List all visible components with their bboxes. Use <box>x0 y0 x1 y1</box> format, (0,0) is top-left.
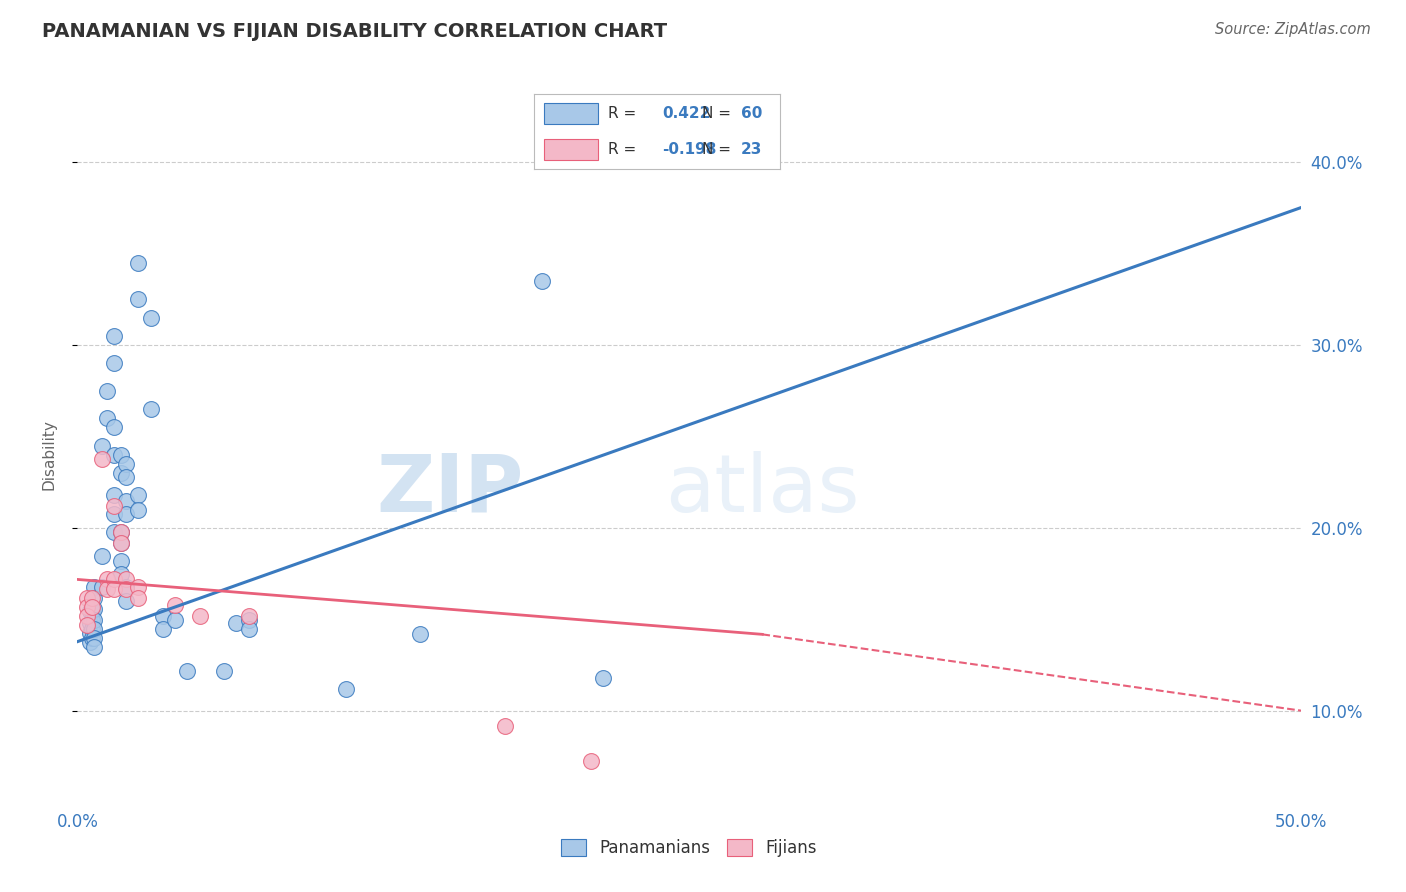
Point <box>110 524 132 539</box>
Point <box>409 627 432 641</box>
FancyBboxPatch shape <box>544 103 599 124</box>
Point <box>495 719 517 733</box>
Point <box>96 384 118 398</box>
Point <box>115 457 138 471</box>
Point <box>176 664 198 678</box>
Point <box>80 599 103 614</box>
Point <box>128 293 150 307</box>
Point <box>103 573 125 587</box>
Point <box>128 591 150 605</box>
Point <box>128 580 150 594</box>
Point <box>115 594 138 608</box>
Point <box>83 622 105 636</box>
Point <box>103 582 125 596</box>
Point <box>110 536 132 550</box>
Text: Source: ZipAtlas.com: Source: ZipAtlas.com <box>1215 22 1371 37</box>
Point <box>83 601 105 615</box>
Point <box>115 470 138 484</box>
Point <box>80 603 103 617</box>
Point <box>90 439 112 453</box>
Point <box>128 255 150 269</box>
Text: N =: N = <box>702 142 731 157</box>
Point <box>79 616 101 631</box>
Text: -0.198: -0.198 <box>662 142 717 157</box>
Point <box>115 507 138 521</box>
Point <box>152 609 174 624</box>
Point <box>115 573 138 587</box>
Point <box>238 609 260 624</box>
Point <box>79 625 101 640</box>
Point <box>110 524 132 539</box>
Point <box>103 329 125 343</box>
Point <box>110 554 132 568</box>
Point <box>212 664 235 678</box>
Text: 0.422: 0.422 <box>662 106 710 121</box>
Point <box>80 631 103 645</box>
Point <box>96 411 118 425</box>
Text: PANAMANIAN VS FIJIAN DISABILITY CORRELATION CHART: PANAMANIAN VS FIJIAN DISABILITY CORRELAT… <box>42 22 668 41</box>
Point <box>83 591 105 605</box>
Point <box>76 609 98 624</box>
Y-axis label: Disability: Disability <box>42 419 56 491</box>
Point <box>592 671 614 685</box>
Point <box>152 622 174 636</box>
Point <box>579 754 602 768</box>
Point <box>103 420 125 434</box>
Point <box>103 507 125 521</box>
Point <box>103 499 125 513</box>
Point <box>76 618 98 632</box>
Point <box>79 634 101 648</box>
Text: atlas: atlas <box>665 450 859 529</box>
Point <box>79 603 101 617</box>
Point <box>128 503 150 517</box>
Point <box>238 613 260 627</box>
Point <box>128 488 150 502</box>
Point <box>90 451 112 466</box>
Point <box>225 616 247 631</box>
Text: ZIP: ZIP <box>377 450 524 529</box>
FancyBboxPatch shape <box>544 139 599 161</box>
Point <box>531 274 554 288</box>
Point <box>80 622 103 636</box>
Point <box>103 356 125 370</box>
Point <box>80 613 103 627</box>
Point <box>90 580 112 594</box>
Point <box>103 448 125 462</box>
Point <box>103 524 125 539</box>
Legend: Panamanians, Fijians: Panamanians, Fijians <box>554 832 824 864</box>
Point <box>110 536 132 550</box>
Point <box>83 613 105 627</box>
Point <box>115 580 138 594</box>
Text: 23: 23 <box>741 142 762 157</box>
Point <box>139 402 162 417</box>
Point <box>83 580 105 594</box>
Point <box>83 631 105 645</box>
Point <box>83 640 105 655</box>
Point <box>96 573 118 587</box>
Text: R =: R = <box>607 142 637 157</box>
Point <box>115 493 138 508</box>
Point <box>103 488 125 502</box>
Point <box>76 591 98 605</box>
Point <box>165 598 187 612</box>
Point <box>110 467 132 481</box>
Point <box>110 566 132 581</box>
Point <box>335 682 357 697</box>
Point <box>96 582 118 596</box>
Point <box>188 609 211 624</box>
Point <box>139 310 162 325</box>
Point <box>76 599 98 614</box>
Text: 60: 60 <box>741 106 762 121</box>
Point <box>238 622 260 636</box>
Point <box>90 549 112 563</box>
Point <box>80 591 103 605</box>
Point <box>115 582 138 596</box>
Text: R =: R = <box>607 106 637 121</box>
Point <box>165 613 187 627</box>
Point <box>110 448 132 462</box>
Text: N =: N = <box>702 106 731 121</box>
